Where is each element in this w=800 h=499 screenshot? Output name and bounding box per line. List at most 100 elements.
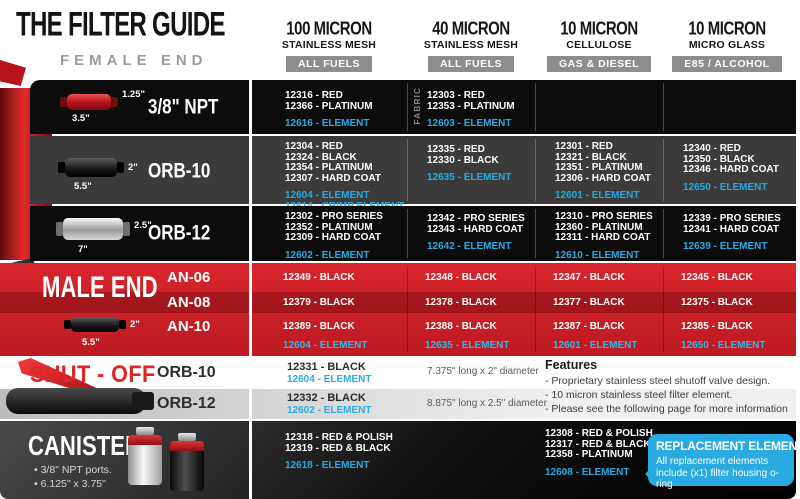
column-media: CELLULOSE [566,39,632,51]
fuel-badge: GAS & DIESEL [546,56,652,72]
shutoff-valve-photo [6,388,146,414]
cell-canister-10micron: 12308 - RED & POLISH 12317 - RED & BLACK… [545,428,685,478]
male-end-title: MALE END [42,271,158,304]
shutoff-element-orb10: 12604 - ELEMENT [287,374,372,385]
element-male-microglass: 12650 - ELEMENT [681,340,766,351]
row-orb12: 2.5" 7" ORB-12 12302 - PRO SERIES 12352 … [30,206,796,261]
row-label-an08: AN-08 [167,294,211,311]
cell-orb12-microglass: 12339 - PRO SERIES 12341 - HARD COAT 126… [683,213,800,253]
part-numbers: 12339 - PRO SERIES 12341 - HARD COAT [683,213,781,235]
callout-tail [636,465,654,483]
cell-orb10-microglass: 12340 - RED 12350 - BLACK 12346 - HARD C… [683,143,800,193]
element-numbers: 12639 - ELEMENT [683,241,768,252]
cell-canister-100micron: 12318 - RED & POLISH 12319 - RED & BLACK… [285,432,425,472]
shutoff-size-orb12: 8.875" long x 2.5" diameter [427,398,547,409]
shutoff-row-label-orb12: ORB-12 [157,395,216,412]
row-label-orb12: ORB-12 [148,221,211,245]
column-header-10-micron-cellulose: 10 MICRON CELLULOSE GAS & DIESEL [529,18,669,72]
female-end-section-label: FEMALE END [60,52,208,69]
orb10-filter-photo [58,158,124,177]
npt-dim-length: 3.5" [72,113,90,124]
column-micron: 10 MICRON [560,18,638,39]
cell-orb12-40micron: 12342 - PRO SERIES 12343 - HARD COAT 126… [427,213,567,253]
canister-title: CANISTER [28,429,141,462]
column-media: MICRO GLASS [688,39,766,51]
part-numbers: 12318 - RED & POLISH 12319 - RED & BLACK [285,432,393,454]
part-numbers: 12304 - RED 12324 - BLACK 12354 - PLATIN… [285,141,381,184]
column-header-100-micron: 100 MICRON STAINLESS MESH ALL FUELS [259,18,399,72]
npt-filter-photo [60,94,118,110]
row-label-npt: 3/8" NPT [148,95,219,119]
shutoff-row-label-orb10: ORB-10 [157,364,216,381]
cell-orb12-cellulose: 12310 - PRO SERIES 12360 - PLATINUM 1231… [555,211,695,261]
column-header-40-micron: 40 MICRON STAINLESS MESH ALL FUELS [401,18,541,72]
part-an06-microglass: 12345 - BLACK [681,272,753,283]
part-an08-microglass: 12375 - BLACK [681,297,753,308]
row-label-orb10: ORB-10 [148,159,211,183]
column-header-10-micron-microglass: 10 MICRON MICRO GLASS E85 / ALCOHOL [657,18,797,72]
red-filter-photo-top [0,60,26,86]
part-numbers: 12308 - RED & POLISH 12317 - RED & BLACK… [545,428,653,460]
features-list: - Proprietary stainless steel shutoff va… [545,375,788,415]
row-orb10: 2" 5.5" ORB-10 12304 - RED 12324 - BLACK… [30,136,796,211]
row-label-an10: AN-10 [167,318,211,335]
part-numbers: 12316 - RED 12366 - PLATINUM [285,90,373,112]
shutoff-valve-end-photo [132,392,154,410]
part-an08-cellulose: 12377 - BLACK [553,297,625,308]
callout-title: REPLACEMENT ELEMENTS [656,439,800,453]
label-data-divider [249,80,252,499]
canister-photo-black [170,433,204,491]
orb12-dim-height: 2.5" [134,220,152,231]
cell-npt-100micron: 12316 - RED 12366 - PLATINUM 12616 - ELE… [285,90,425,130]
part-an08-40micron: 12378 - BLACK [425,297,497,308]
shutoff-element-orb12: 12602 - ELEMENT [287,405,372,416]
element-numbers: 12642 - ELEMENT [427,241,512,252]
column-micron: 100 MICRON [286,18,372,39]
part-numbers: 12340 - RED 12350 - BLACK 12346 - HARD C… [683,143,779,175]
orb10-dim-length: 5.5" [74,181,92,192]
npt-dim-height: 1.25" [122,89,145,100]
row-label-an06: AN-06 [167,269,211,286]
element-numbers: 12601 - ELEMENT [555,190,640,201]
element-male-cellulose: 12601 - ELEMENT [553,340,638,351]
part-an06-40micron: 12348 - BLACK [425,272,497,283]
shutoff-size-orb10: 7.375" long x 2" diameter [427,366,539,377]
fuel-badge: ALL FUELS [285,56,373,72]
part-an06-100micron: 12349 - BLACK [283,272,355,283]
shutoff-part-orb12: 12332 - BLACK [287,392,366,404]
part-numbers: 12310 - PRO SERIES 12360 - PLATINUM 1231… [555,211,653,243]
male-filter-photo [64,317,126,332]
column-micron: 40 MICRON [432,18,510,39]
column-media: STAINLESS MESH [423,39,519,51]
column-micron: 10 MICRON [688,18,766,39]
replacement-elements-callout: REPLACEMENT ELEMENTS All replacement ele… [645,434,800,490]
element-numbers: 12650 - ELEMENT [683,181,768,193]
element-numbers: 12602 - ELEMENT [285,249,370,261]
column-media: STAINLESS MESH [281,39,377,51]
part-an10-100micron: 12389 - BLACK [283,321,355,332]
canister-section: CANISTER • 3/8" NPT ports. • 6.125" x 3.… [0,421,800,499]
element-numbers: 12608 - ELEMENT [545,466,630,478]
fuel-badge: E85 / ALCOHOL [672,56,782,72]
element-numbers: 12616 - ELEMENT [285,118,370,129]
element-numbers: 12635 - ELEMENT [427,172,512,183]
element-numbers: 12603 - ELEMENT [427,118,512,129]
features-title: Features [545,358,598,372]
part-numbers: 12335 - RED 12330 - BLACK [427,144,499,166]
shutoff-title: SHUT - OFF [30,361,156,388]
element-numbers: 12618 - ELEMENT [285,460,370,471]
part-an10-cellulose: 12387 - BLACK [553,321,625,332]
orb10-dim-height: 2" [128,162,138,173]
an08-row-stripe [0,292,796,313]
element-male-40micron: 12635 - ELEMENT [425,340,510,351]
cell-orb10-cellulose: 12301 - RED 12321 - BLACK 12351 - PLATIN… [555,141,695,202]
orb12-dim-length: 7" [78,244,88,255]
canister-photo-polished [128,427,162,485]
cell-npt-40micron: 12303 - RED 12353 - PLATINUM 12603 - ELE… [427,90,567,130]
part-numbers: 12301 - RED 12321 - BLACK 12351 - PLATIN… [555,141,651,184]
callout-body: All replacement elements include (x1) fi… [656,456,779,490]
fuel-badge: ALL FUELS [427,56,515,72]
part-an10-microglass: 12385 - BLACK [681,321,753,332]
cell-orb10-40micron: 12335 - RED 12330 - BLACK 12635 - ELEMEN… [427,144,567,184]
